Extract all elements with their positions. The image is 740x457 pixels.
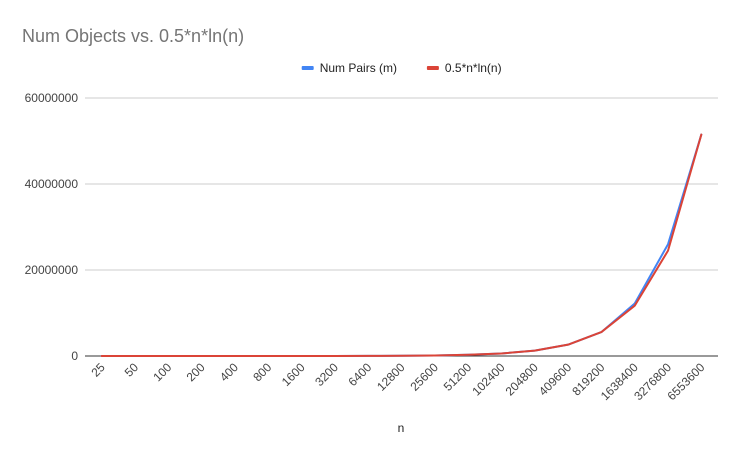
legend-label: Num Pairs (m) [320, 61, 397, 75]
x-tick-label: 3200 [312, 360, 341, 389]
y-axis: 0 20000000 40000000 60000000 [25, 91, 79, 363]
x-tick-label: 1600 [279, 360, 308, 389]
x-axis: 25 50 100 200 400 800 1600 3200 6400 12800 25600 51… [88, 360, 707, 403]
x-tick-label: 50 [122, 360, 142, 380]
x-tick-label: 204800 [503, 360, 541, 398]
x-tick-label: 12800 [374, 360, 408, 394]
legend-label: 0.5*n*ln(n) [445, 61, 502, 75]
y-tick-label: 20000000 [25, 263, 79, 277]
legend-swatch [301, 66, 314, 70]
y-tick-label: 60000000 [25, 91, 79, 105]
chart-title: Num Objects vs. 0.5*n*ln(n) [22, 26, 244, 46]
x-tick-label: 100 [150, 360, 174, 384]
x-tick-label: 25 [88, 360, 108, 380]
x-tick-label: 6553600 [665, 360, 708, 403]
x-tick-label: 25600 [407, 360, 441, 394]
series-line-2 [100, 133, 703, 357]
legend-item-2: 0.5*n*ln(n) [426, 61, 502, 75]
legend: Num Pairs (m) 0.5*n*ln(n) [301, 61, 502, 75]
x-tick-label: 400 [217, 360, 241, 384]
gridlines [85, 97, 718, 357]
y-tick-label: 0 [71, 349, 78, 363]
x-tick-label: 6400 [346, 360, 375, 389]
x-tick-label: 102400 [469, 360, 507, 398]
series-line-1 [100, 133, 703, 357]
x-axis-title: n [398, 421, 405, 435]
x-tick-label: 200 [184, 360, 208, 384]
y-tick-label: 40000000 [25, 177, 79, 191]
legend-swatch [426, 66, 439, 70]
x-tick-label: 800 [250, 360, 274, 384]
plot-area [100, 133, 703, 357]
legend-item-1: Num Pairs (m) [301, 61, 397, 75]
x-tick-label: 409600 [536, 360, 574, 398]
